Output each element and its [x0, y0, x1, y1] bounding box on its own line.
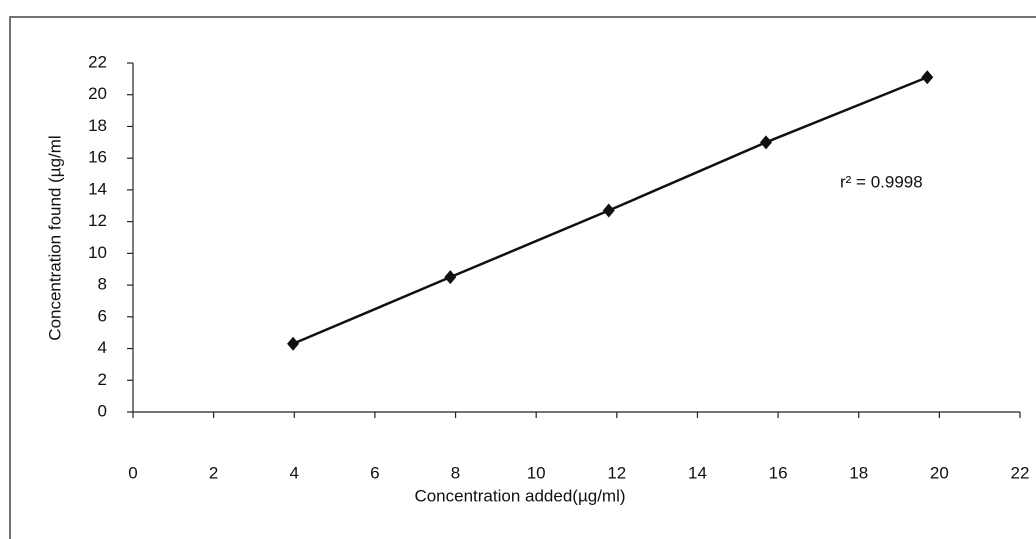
- y-axis-label: Concentration found (µg/ml: [45, 135, 64, 340]
- x-tick-label: 18: [849, 463, 868, 482]
- x-tick-label: 0: [128, 463, 137, 482]
- y-tick-label: 8: [98, 275, 107, 294]
- chart: Concentration added(µg/ml) Concentration…: [0, 0, 1036, 539]
- x-tick-label: 14: [688, 463, 707, 482]
- x-tick-label: 8: [451, 463, 460, 482]
- y-tick-label: 4: [98, 338, 107, 357]
- page: {"chart_data": {"type": "line", "x_label…: [0, 0, 1036, 539]
- annotation: r² = 0.9998: [840, 172, 923, 191]
- y-tick-label: 10: [88, 243, 107, 262]
- y-tick-label: 16: [88, 148, 107, 167]
- x-axis-label: Concentration added(µg/ml): [414, 486, 625, 505]
- marker: [760, 135, 772, 149]
- y-tick-label: 6: [98, 306, 107, 325]
- marker: [287, 337, 299, 351]
- x-tick-label: 2: [209, 463, 218, 482]
- y-tick-label: 18: [88, 116, 107, 135]
- y-tick-label: 20: [88, 84, 107, 103]
- y-tick-label: 22: [88, 52, 107, 71]
- x-tick-label: 4: [290, 463, 299, 482]
- x-tick-label: 20: [930, 463, 949, 482]
- x-tick-label: 10: [527, 463, 546, 482]
- y-tick-label: 2: [98, 370, 107, 389]
- marker: [921, 70, 933, 84]
- x-tick-label: 12: [607, 463, 626, 482]
- marker: [603, 204, 615, 218]
- y-tick-label: 0: [98, 401, 107, 420]
- y-tick-label: 14: [88, 179, 107, 198]
- marker: [444, 270, 456, 284]
- x-tick-label: 6: [370, 463, 379, 482]
- x-tick-label: 16: [769, 463, 788, 482]
- x-tick-label: 22: [1011, 463, 1030, 482]
- y-tick-label: 12: [88, 211, 107, 230]
